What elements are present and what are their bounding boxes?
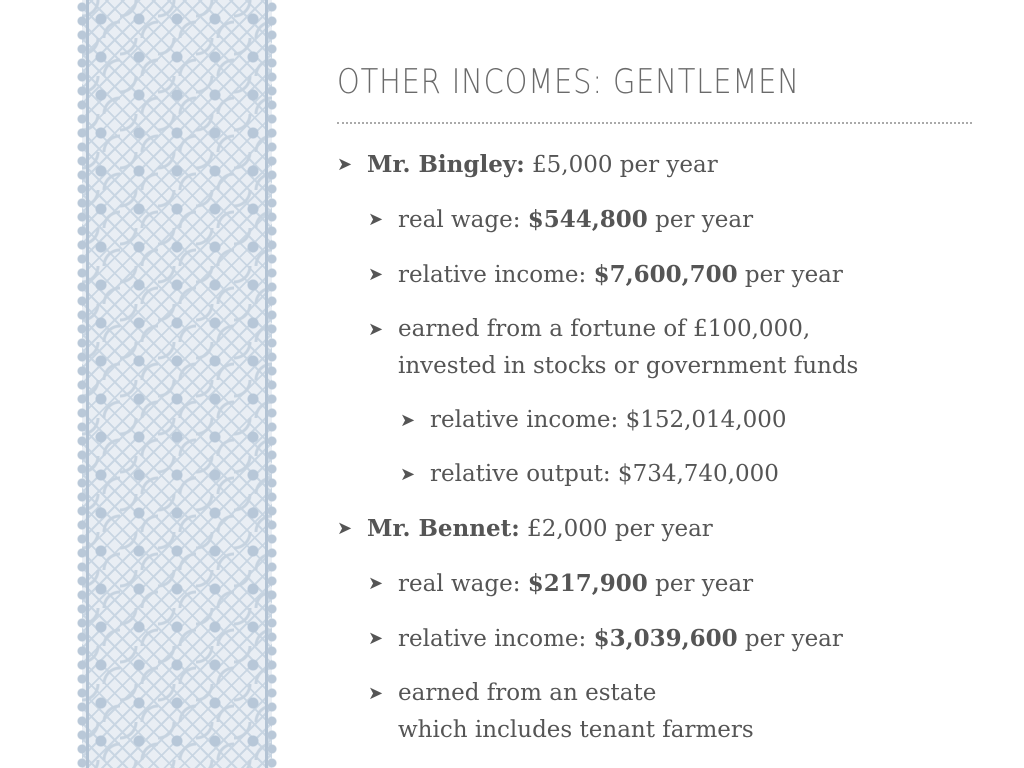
bullet-bennet-relative-income: ➤ relative income: $3,039,600 per year — [368, 620, 997, 658]
bullet-arrow-icon: ➤ — [368, 319, 384, 340]
bullet-line-1: earned from an estate — [398, 680, 657, 706]
bullet-value: $217,900 — [527, 570, 648, 597]
bullet-arrow-icon: ➤ — [337, 518, 353, 539]
bullet-bennet-real-wage: ➤ real wage: $217,900 per year — [368, 565, 997, 603]
bullet-line-1: earned from a fortune of £100,000, — [398, 316, 811, 342]
slide-title: OTHER INCOMES: GENTLEMEN — [337, 62, 800, 102]
bullet-value: $3,039,600 — [593, 625, 738, 652]
bullet-arrow-icon: ➤ — [368, 209, 384, 230]
bullet-line-2: which includes tenant farmers — [398, 717, 754, 743]
bullet-arrow-icon: ➤ — [337, 154, 353, 175]
bullet-arrow-icon: ➤ — [400, 464, 416, 485]
bullet-arrow-icon: ➤ — [368, 628, 384, 649]
lace-edge-right — [265, 0, 268, 768]
title-divider — [337, 122, 972, 124]
bullet-bingley-real-wage: ➤ real wage: $544,800 per year — [368, 201, 997, 239]
bullet-label: Mr. Bennet: — [367, 515, 520, 542]
bullet-bennet-estate: ➤ earned from an estate which includes te… — [368, 675, 997, 749]
bullet-fortune-relative-output: ➤ relative output: $734,740,000 — [400, 456, 997, 493]
bullet-arrow-icon: ➤ — [368, 683, 384, 704]
bullet-label: relative income: — [398, 262, 594, 288]
bullet-label: Mr. Bingley: — [367, 151, 525, 178]
bullet-label: real wage: — [398, 571, 528, 597]
bullet-suffix: per year — [737, 626, 843, 652]
bullet-text: relative income: $152,014,000 — [430, 407, 787, 433]
lace-ribbon-decoration — [76, 0, 278, 768]
bullet-arrow-icon: ➤ — [400, 410, 416, 431]
bullet-bingley-relative-income: ➤ relative income: $7,600,700 per year — [368, 256, 997, 294]
bullet-label: real wage: — [398, 207, 528, 233]
bullet-suffix: per year — [737, 262, 843, 288]
bullet-suffix: per year — [647, 207, 754, 233]
bullet-list: ➤ Mr. Bingley: £5,000 per year ➤ real wa… — [337, 146, 997, 766]
bullet-value: £5,000 per year — [524, 152, 718, 178]
bullet-value: £2,000 per year — [519, 516, 713, 542]
bullet-text: relative output: $734,740,000 — [430, 461, 779, 487]
bullet-suffix: per year — [647, 571, 754, 597]
lace-edge-left — [86, 0, 89, 768]
bullet-line-2: invested in stocks or government funds — [398, 353, 859, 379]
bullet-value: $544,800 — [527, 206, 648, 233]
bullet-bennet: ➤ Mr. Bennet: £2,000 per year — [337, 510, 997, 548]
bullet-fortune-relative-income: ➤ relative income: $152,014,000 — [400, 402, 997, 439]
bullet-arrow-icon: ➤ — [368, 264, 384, 285]
bullet-arrow-icon: ➤ — [368, 573, 384, 594]
bullet-bingley-fortune: ➤ earned from a fortune of £100,000, inve… — [368, 311, 997, 385]
bullet-label: relative income: — [398, 626, 594, 652]
bullet-bingley: ➤ Mr. Bingley: £5,000 per year — [337, 146, 997, 184]
bullet-value: $7,600,700 — [593, 261, 738, 288]
